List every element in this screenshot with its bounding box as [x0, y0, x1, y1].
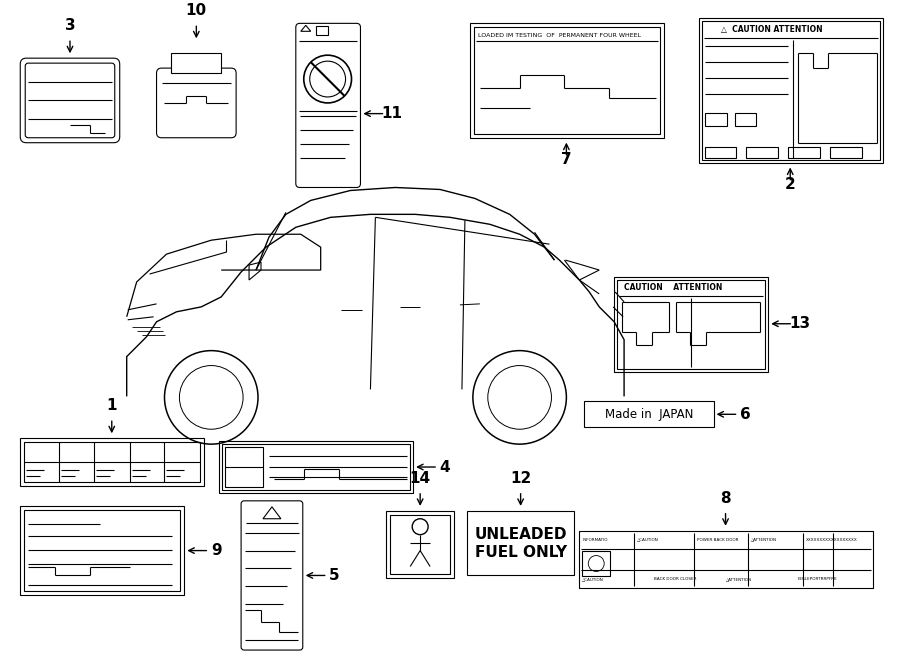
Bar	[391, 515, 450, 574]
Bar	[614, 277, 769, 371]
Bar	[225, 447, 263, 487]
Text: △ATTENTION: △ATTENTION	[725, 578, 752, 582]
Text: 6: 6	[740, 407, 751, 422]
Text: Made in  JAPAN: Made in JAPAN	[605, 408, 693, 421]
FancyBboxPatch shape	[25, 63, 115, 137]
Bar	[474, 27, 660, 134]
Text: 12: 12	[510, 471, 531, 486]
FancyBboxPatch shape	[296, 23, 361, 188]
Bar	[734, 113, 756, 126]
Bar	[788, 147, 820, 157]
Text: 4: 4	[440, 459, 450, 475]
Text: 1: 1	[106, 399, 117, 413]
Text: △  CAUTION ATTENTION: △ CAUTION ATTENTION	[721, 25, 823, 34]
Text: 14: 14	[410, 471, 431, 486]
Bar	[316, 26, 328, 35]
Bar	[24, 510, 180, 592]
Bar	[580, 531, 873, 588]
Bar	[24, 442, 201, 482]
Text: 10: 10	[185, 3, 207, 19]
Bar	[470, 23, 664, 137]
Text: INFORMATIO: INFORMATIO	[582, 537, 608, 541]
Bar	[746, 147, 778, 157]
Bar	[220, 441, 413, 493]
Text: FUEL ONLY: FUEL ONLY	[474, 545, 567, 560]
Text: XXXXXXXXXXXXXXXXXX: XXXXXXXXXXXXXXXXXX	[806, 537, 858, 541]
Bar	[584, 401, 714, 427]
Bar	[702, 21, 879, 159]
Text: 2: 2	[785, 177, 796, 192]
FancyBboxPatch shape	[241, 501, 302, 650]
Text: BACK DOOR CLOSER: BACK DOOR CLOSER	[654, 578, 697, 582]
Text: CAUTION    ATTENTION: CAUTION ATTENTION	[624, 284, 723, 292]
Bar	[617, 280, 765, 369]
Bar	[705, 147, 736, 157]
Text: POWER BACK DOOR: POWER BACK DOOR	[697, 537, 738, 541]
FancyBboxPatch shape	[157, 68, 236, 137]
Text: 9: 9	[211, 543, 221, 558]
Bar	[467, 511, 574, 576]
Text: △ATTENTION: △ATTENTION	[752, 537, 778, 541]
Text: 5: 5	[329, 568, 340, 583]
Text: △CAUTION: △CAUTION	[637, 537, 659, 541]
Text: △CAUTION: △CAUTION	[582, 578, 604, 582]
Text: 8: 8	[720, 491, 731, 506]
Bar	[386, 511, 454, 578]
FancyBboxPatch shape	[21, 58, 120, 143]
Bar	[21, 506, 184, 596]
Text: FERLEPORTRRPFRE: FERLEPORTRRPFRE	[797, 578, 837, 582]
Bar	[222, 444, 410, 490]
Text: LOADED IM TESTING  OF  PERMANENT FOUR WHEEL: LOADED IM TESTING OF PERMANENT FOUR WHEE…	[478, 33, 641, 38]
Text: 3: 3	[65, 19, 76, 33]
Bar	[705, 113, 726, 126]
Text: 7: 7	[561, 152, 572, 167]
Bar	[698, 19, 883, 163]
Text: 13: 13	[789, 316, 811, 331]
Text: UNLEADED: UNLEADED	[474, 527, 567, 542]
Bar	[830, 147, 862, 157]
Bar	[21, 438, 204, 486]
Text: 11: 11	[382, 106, 403, 121]
Bar	[582, 551, 610, 576]
Bar	[172, 53, 221, 73]
